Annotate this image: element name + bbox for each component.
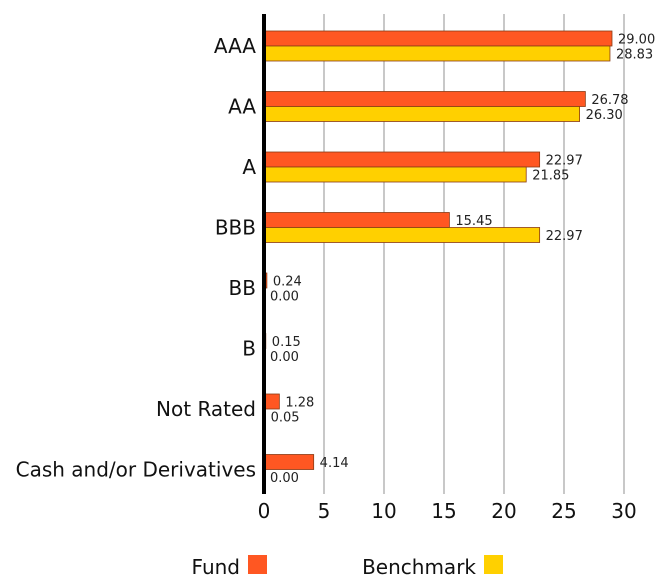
data-label: 0.00 (270, 350, 299, 365)
bar-fund-6 (263, 393, 280, 410)
category-label: AAA (214, 34, 256, 58)
x-tick-labels: 0 5 10 15 20 25 30 (258, 499, 637, 523)
data-label: 0.24 (273, 275, 302, 290)
data-label: 15.45 (455, 214, 492, 229)
category-label: Cash and/or Derivatives (16, 458, 256, 482)
legend-swatch-fund (248, 555, 267, 574)
data-label: 28.83 (616, 48, 653, 63)
category-label: AA (228, 95, 256, 119)
category-label: A (242, 155, 256, 179)
category-label: BB (229, 276, 256, 300)
x-tick-label: 15 (431, 499, 456, 523)
data-label: 21.85 (532, 169, 569, 184)
x-tick-label: 0 (258, 499, 271, 523)
data-labels: 29.0028.8326.7826.3022.9721.8515.4522.97… (270, 33, 655, 487)
data-label: 22.97 (546, 229, 583, 244)
x-tick-label: 30 (611, 499, 636, 523)
data-label: 0.15 (272, 335, 301, 350)
bar-benchmark-1 (263, 106, 581, 122)
category-label: BBB (215, 216, 256, 240)
legend-swatch-benchmark (484, 555, 503, 574)
data-label: 4.14 (320, 456, 349, 471)
x-tick-label: 5 (318, 499, 331, 523)
legend: Fund Benchmark (192, 555, 503, 577)
bar-fund-3 (263, 212, 450, 228)
data-label: 22.97 (546, 154, 583, 169)
bar-benchmark-0 (263, 45, 611, 62)
data-label: 1.28 (285, 396, 314, 411)
data-label: 0.00 (270, 290, 299, 305)
bar-benchmark-2 (263, 166, 527, 183)
data-label: 26.30 (586, 108, 623, 123)
x-tick-label: 10 (371, 499, 396, 523)
data-label: 0.05 (271, 411, 300, 426)
bar-fund-0 (263, 30, 613, 47)
bar-fund-1 (263, 91, 586, 107)
data-label: 29.00 (618, 33, 655, 48)
category-label: Not Rated (156, 397, 256, 421)
gridlines (323, 14, 625, 494)
legend-label-benchmark: Benchmark (362, 555, 476, 577)
bars (263, 30, 613, 470)
x-tick-label: 25 (551, 499, 576, 523)
bar-fund-7 (263, 454, 315, 470)
bar-benchmark-3 (263, 227, 541, 243)
category-label: B (242, 337, 256, 361)
data-label: 0.00 (270, 471, 299, 486)
legend-label-fund: Fund (192, 555, 240, 577)
data-label: 26.78 (591, 93, 628, 108)
x-tick-label: 20 (491, 499, 516, 523)
bar-fund-2 (263, 151, 541, 168)
